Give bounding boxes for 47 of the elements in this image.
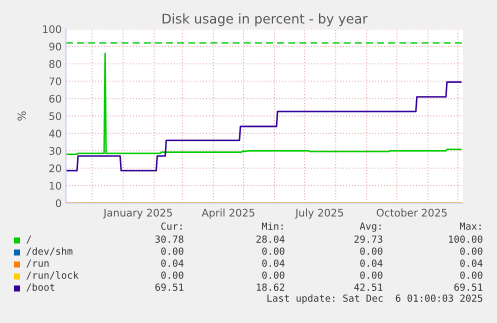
legend-label: /run/lock [26, 271, 79, 280]
text: 0.00 [460, 247, 482, 255]
y-tick-label: 70 [49, 77, 62, 86]
text: 0.00 [360, 247, 382, 255]
text: 29.73 [354, 235, 382, 243]
y-tick-label: 50 [49, 112, 62, 120]
legend-label: /dev/shm [26, 247, 72, 256]
x-tick-label: October 2025 [376, 208, 447, 217]
text: 18.62 [256, 283, 284, 291]
x-tick-label: January 2025 [102, 208, 172, 219]
text: Cur: [161, 222, 182, 230]
y-tick-label: 20 [49, 164, 62, 172]
y-tick-label: 80 [49, 60, 62, 68]
text: Min: [262, 222, 283, 230]
y-tick-label: 100 [43, 25, 62, 34]
chart-title: Disk usage in percent - by year [162, 13, 368, 26]
y-tick-label: 90 [49, 42, 62, 51]
text: 100.00 [449, 235, 482, 243]
text: 0.00 [360, 271, 382, 279]
text: Max: [460, 222, 481, 230]
text: Avg: [360, 222, 381, 232]
text: 28.04 [256, 235, 285, 243]
legend-label: /run [26, 260, 49, 268]
text: 0.00 [262, 247, 284, 255]
y-axis-title: % [18, 111, 26, 121]
text: 30.78 [155, 235, 184, 243]
legend-label: /boot [26, 283, 54, 292]
text: 0.00 [161, 271, 184, 279]
text: 0.00 [262, 271, 284, 279]
y-tick-label: 60 [49, 94, 62, 103]
y-tick-label: 40 [49, 130, 62, 138]
x-tick-label: July 2025 [294, 208, 344, 219]
text: 0.00 [161, 247, 184, 255]
text: 69.51 [454, 283, 482, 291]
x-tick-label: April 2025 [202, 208, 254, 219]
text: 0.04 [360, 259, 383, 267]
y-tick-label: 10 [50, 182, 62, 190]
text: 0.04 [161, 259, 184, 267]
text: 0.04 [262, 259, 285, 267]
y-tick-label: 0 [56, 199, 62, 208]
text: 42.51 [354, 283, 382, 291]
text: 69.51 [155, 283, 184, 291]
y-tick-label: 30 [49, 147, 62, 155]
text: Last update: Sat Dec 6 01:00:03 2025 [267, 294, 482, 304]
text: 0.00 [460, 271, 482, 279]
text: 0.04 [460, 259, 483, 267]
legend-label: / [26, 236, 32, 244]
